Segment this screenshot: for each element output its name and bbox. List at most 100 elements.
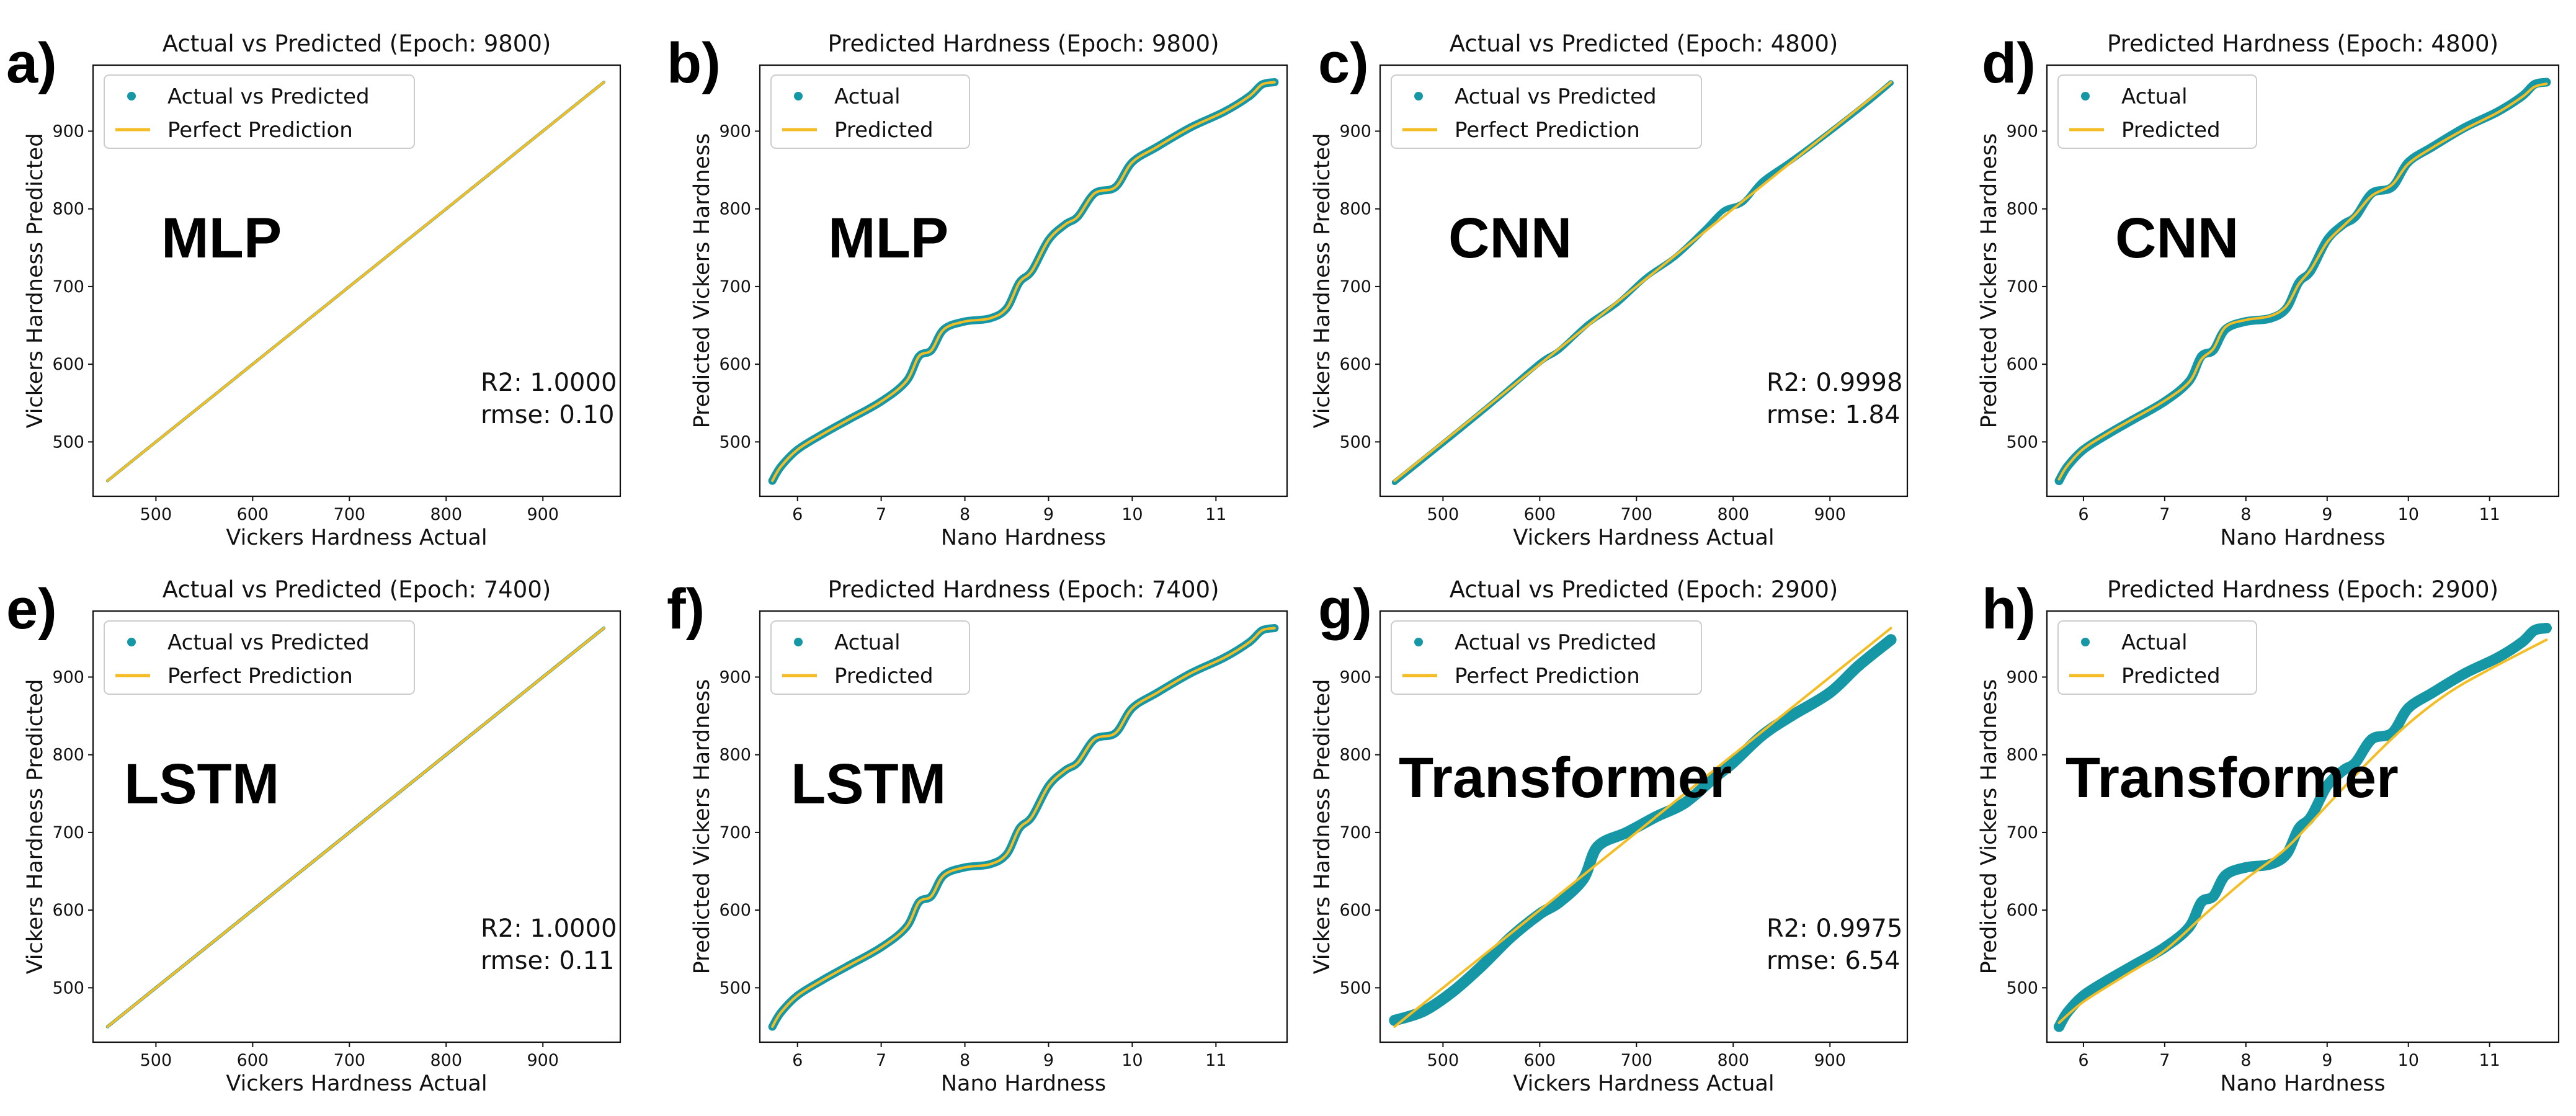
- legend-marker-actual: [1414, 638, 1423, 646]
- data-point: [1721, 207, 1727, 213]
- legend: Actual vs Predicted Perfect Prediction: [1391, 74, 1702, 149]
- chart-panel-e: e) Actual vs Predicted (Epoch: 7400) 500 60…: [6, 576, 622, 1096]
- x-tick-label: 8: [2240, 1051, 2251, 1070]
- y-tick-label: 600: [2006, 355, 2038, 374]
- data-point: [2054, 476, 2064, 485]
- legend-label: Actual: [2121, 630, 2188, 655]
- x-tick-label: 500: [140, 1051, 172, 1070]
- model-label: CNN: [2115, 207, 2239, 270]
- rmse-metric: rmse: 6.54: [1767, 947, 1900, 975]
- r2-metric: R2: 1.0000: [481, 368, 617, 397]
- y-tick-label: 700: [1339, 823, 1371, 842]
- data-point: [1785, 710, 1797, 722]
- data-point: [1621, 826, 1633, 838]
- y-axis-label: Predicted Vickers Hardness: [690, 679, 715, 975]
- x-tick-label: 800: [430, 1051, 462, 1070]
- x-tick-label: 800: [430, 505, 462, 524]
- x-tick-label: 9: [1043, 505, 1054, 524]
- data-point: [2282, 304, 2291, 313]
- y-tick-label: 600: [2006, 901, 2038, 920]
- legend-label: Predicted: [834, 118, 934, 143]
- x-tick-label: 9: [2322, 1051, 2332, 1070]
- y-tick-label: 900: [719, 122, 751, 141]
- chart-title: Actual vs Predicted (Epoch: 4800): [1450, 30, 1838, 57]
- legend-frame: [2057, 620, 2257, 695]
- legend: Actual Predicted: [2057, 620, 2257, 695]
- data-point: [1679, 797, 1691, 809]
- data-point: [2492, 652, 2503, 663]
- x-tick-label: 10: [1121, 505, 1143, 524]
- data-point: [1553, 896, 1565, 908]
- data-point: [1824, 687, 1836, 699]
- x-tick-label: 500: [1427, 505, 1460, 524]
- data-point: [1853, 659, 1865, 671]
- legend-frame: [770, 74, 970, 149]
- legend: Actual Predicted: [770, 74, 970, 149]
- plot-frame: [759, 610, 1288, 1043]
- chart-title: Predicted Hardness (Epoch: 4800): [2107, 30, 2498, 57]
- x-axis-label: Nano Hardness: [2220, 525, 2385, 550]
- legend-marker-actual: [794, 92, 803, 100]
- y-tick-label: 600: [719, 901, 751, 920]
- plot-frame: [1379, 610, 1909, 1043]
- y-tick-label: 600: [52, 355, 84, 374]
- panel-letter: c): [1318, 32, 1369, 95]
- y-axis-label: Vickers Hardness Predicted: [23, 679, 48, 975]
- x-tick-label: 500: [1427, 1051, 1460, 1070]
- x-tick-label: 500: [140, 505, 172, 524]
- y-tick-label: 800: [52, 746, 84, 765]
- x-tick-label: 9: [2322, 505, 2332, 524]
- legend: Actual Predicted: [2057, 74, 2257, 149]
- x-tick-label: 700: [1621, 505, 1653, 524]
- x-axis-label: Vickers Hardness Actual: [1513, 525, 1774, 550]
- y-tick-label: 900: [1339, 122, 1371, 141]
- data-point: [2351, 212, 2360, 221]
- y-tick-label: 700: [52, 823, 84, 842]
- y-axis-label: Vickers Hardness Predicted: [1310, 133, 1335, 429]
- legend: Actual vs Predicted Perfect Prediction: [104, 620, 415, 695]
- y-tick-label: 500: [1339, 432, 1371, 452]
- chart-title: Predicted Hardness (Epoch: 7400): [827, 576, 1219, 603]
- data-point: [1418, 1005, 1430, 1017]
- legend: Actual vs Predicted Perfect Prediction: [1391, 620, 1702, 695]
- r2-metric: R2: 1.0000: [481, 914, 617, 943]
- legend: Actual Predicted: [770, 620, 970, 695]
- legend-frame: [1391, 620, 1702, 695]
- x-tick-label: 6: [2078, 505, 2088, 524]
- legend-label: Actual vs Predicted: [167, 84, 370, 109]
- y-axis-label: Predicted Vickers Hardness: [690, 133, 715, 429]
- x-tick-label: 7: [2159, 1051, 2170, 1070]
- legend-label: Perfect Prediction: [167, 118, 353, 143]
- legend-frame: [1391, 74, 1702, 149]
- plot-frame: [2046, 610, 2560, 1043]
- data-point: [1476, 960, 1487, 972]
- line-series-perfect-prediction: [106, 81, 605, 482]
- data-point: [1759, 178, 1765, 184]
- line-series-perfect-prediction: [1393, 81, 1892, 482]
- y-tick-label: 500: [719, 432, 751, 452]
- model-label: MLP: [828, 207, 948, 270]
- y-tick-label: 500: [2006, 432, 2038, 452]
- data-point: [2208, 891, 2219, 902]
- line-series-predicted: [2057, 83, 2548, 481]
- legend-label: Perfect Prediction: [1455, 118, 1640, 143]
- chart-title: Predicted Hardness (Epoch: 2900): [2107, 576, 2498, 603]
- y-tick-label: 900: [719, 667, 751, 687]
- x-tick-label: 700: [334, 505, 366, 524]
- y-tick-label: 800: [2006, 200, 2038, 219]
- y-tick-label: 500: [52, 432, 84, 452]
- y-tick-label: 700: [2006, 277, 2038, 297]
- series-group: [106, 81, 605, 483]
- panel-letter: f): [667, 578, 705, 641]
- x-tick-label: 8: [960, 1051, 970, 1070]
- x-tick-label: 6: [792, 505, 803, 524]
- legend-label: Actual vs Predicted: [167, 630, 370, 655]
- x-tick-label: 800: [1717, 1051, 1749, 1070]
- y-tick-label: 500: [1339, 978, 1371, 998]
- y-tick-label: 600: [719, 355, 751, 374]
- data-point: [2240, 862, 2252, 873]
- data-point: [2196, 897, 2207, 908]
- x-tick-label: 10: [2398, 505, 2419, 524]
- chart-title: Actual vs Predicted (Epoch: 9800): [163, 30, 551, 57]
- x-tick-label: 900: [1814, 1051, 1846, 1070]
